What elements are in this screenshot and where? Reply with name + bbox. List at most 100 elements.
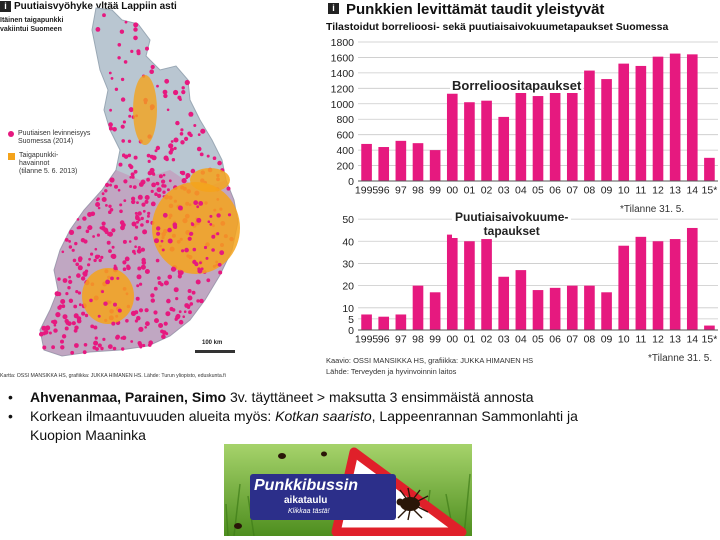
chart-subtitle: Tilastoidut borrelioosi- sekä puutiaisai… [326,21,669,33]
puutiainen-dot [128,107,134,113]
puutiainen-dot [185,173,191,178]
series-label-line: tapaukset [483,224,540,238]
puutiainen-dot [136,248,142,254]
puutiainen-dot [117,308,122,313]
puutiainen-dot [102,13,106,18]
puutiainen-dot [92,345,97,350]
bar [378,316,390,330]
puutiainen-dot [102,337,106,341]
y-tick-label: 1000 [331,99,355,111]
puutiainen-dot [184,247,189,253]
legend-label: Puutiaisen levinneisyys [18,130,91,137]
puutiainen-dot [163,93,168,99]
puutiainen-dot [75,262,79,267]
bar [464,241,475,330]
puutiainen-dot [167,274,173,280]
chart-panel: i Punkkien levittämät taudit yleistyvät … [322,0,720,382]
puutiainen-dot [117,43,122,47]
puutiainen-dot [190,168,196,174]
puutiainen-dot [175,297,179,301]
puutiainen-dot [136,220,139,224]
bar [635,65,647,181]
banner-cta[interactable]: Klikkaa tästä! [288,508,330,515]
puutiainen-dot [135,225,139,229]
puutiainen-dot [97,206,101,210]
puutiainen-dot [139,282,143,286]
puutiainen-dot [71,248,75,252]
scale-bar [195,350,235,353]
puutiainen-dot [62,314,68,320]
puutiainen-dot [177,205,183,211]
info-badge: i [0,1,11,12]
bar [584,285,595,330]
y-tick-label: 40 [342,236,354,248]
puutiainen-dot [193,124,197,127]
puutiainen-dot [140,179,146,185]
bar [361,314,372,330]
puutiainen-dot [100,346,104,351]
puutiainen-dot [122,260,127,265]
puutiainen-dot [142,209,146,213]
puutiainen-dot [114,87,119,92]
puutiainen-dots-top [39,199,232,355]
puutiainen-dot [182,315,185,319]
taiga-region [82,268,134,324]
puutiainen-dot [99,226,103,230]
puutiainen-dot [53,328,58,333]
puutiainen-dot [104,189,108,193]
legend-label: (tilanne 5. 6. 2013) [19,168,78,175]
puutiainen-dot [80,276,86,281]
bar [669,239,681,330]
puutiainen-dot [167,238,173,244]
puutiainen-dot [131,199,136,205]
bar [566,285,578,330]
puutiainen-dot [106,240,111,245]
x-tick-label: 11 [635,334,646,346]
puutiainen-dot [178,319,184,325]
bar [618,245,630,330]
puutiainen-dot [122,239,127,244]
puutiainen-dot [68,275,71,279]
puutiainen-dot [212,156,217,160]
puutiainen-dot [170,266,177,272]
x-tick-label: 97 [395,334,407,346]
puutiainen-dot [124,20,128,24]
puutiainen-dot [180,170,186,176]
puutiainen-dot [123,199,127,203]
puutiainen-dot [155,181,159,185]
puutiainen-dot [117,188,121,192]
puutiainen-dot [64,238,69,242]
x-tick-label: 12 [652,334,664,346]
bar [498,116,510,181]
map-credit: Kartta: OSSI MANSIKKA HS, grafiikka: JUK… [0,373,226,379]
puutiainen-dot [83,239,88,244]
puutiainen-dot [65,292,69,296]
puutiainen-dot [145,219,150,224]
puutiainen-dot [171,308,176,312]
puutiainen-dot [93,325,98,330]
punkkibussi-banner[interactable]: Punkkibussin aikataulu Klikkaa tästä! [224,444,472,536]
x-tick-label: 00 [446,334,458,346]
puutiainen-dot [93,258,97,263]
puutiainen-dot [172,224,178,229]
puutiainen-dot [219,250,225,256]
puutiainen-dot [128,163,132,168]
info-badge: i [328,3,339,14]
x-tick-label: 07 [566,334,578,346]
puutiainen-dot [133,22,139,28]
puutiainen-dot [68,298,74,303]
chart-title: Punkkien levittämät taudit yleistyvät [346,1,605,18]
puutiainen-dot [119,209,123,214]
puutiainen-dot [122,120,126,124]
puutiainen-dot [94,336,98,340]
puutiainen-dot [188,310,192,315]
puutiainen-dot [116,276,120,280]
taiga-region [133,75,157,145]
puutiainen-dot [101,221,106,226]
puutiainen-dot [45,325,51,331]
legend-label: Suomessa (2014) [18,138,74,145]
puutiainen-dot [108,204,112,208]
puutiainen-dot [109,177,115,183]
bullet-bold: Ahvenanmaa, Parainen, Simo [30,389,227,405]
y-tick-label: 1200 [331,83,355,95]
